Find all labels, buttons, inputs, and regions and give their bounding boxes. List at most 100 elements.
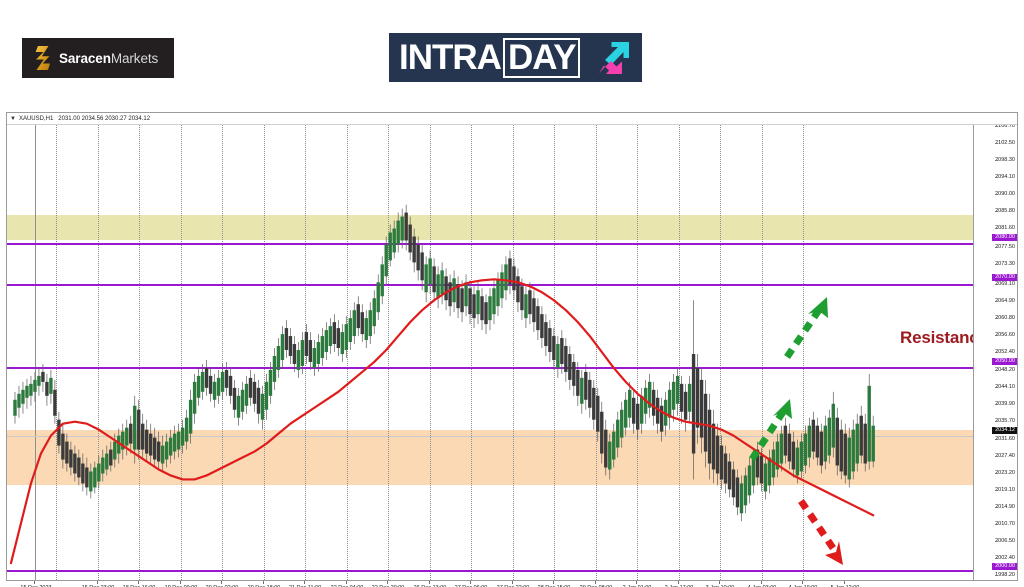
- price-tick: 2023.20: [995, 470, 1015, 476]
- intraday-text-part1: INTRA: [399, 38, 502, 77]
- saracen-markets-logo: SaracenMarkets: [22, 38, 174, 78]
- price-tick: 2027.40: [995, 453, 1015, 459]
- grid-line-vertical: [471, 125, 472, 580]
- time-tick: 20 Dec 18:00: [248, 585, 281, 587]
- time-tick: 29 Dec 08:00: [580, 585, 613, 587]
- resistance-label: Resistance: [900, 328, 973, 347]
- price-tick: 2044.10: [995, 384, 1015, 390]
- time-axis[interactable]: 15 Dec 2023 15 Dec 23:00 18 Dec 16:00 19…: [6, 581, 1018, 587]
- grid-line-vertical: [596, 125, 597, 580]
- price-tick: 2002.40: [995, 555, 1015, 561]
- time-tick-mark: [346, 581, 347, 584]
- current-price-line: [7, 436, 973, 437]
- price-tick: 2056.60: [995, 332, 1015, 338]
- saracen-wordmark: SaracenMarkets: [59, 51, 158, 66]
- time-tick: 19 Dec 09:00: [165, 585, 198, 587]
- grid-line-vertical: [513, 125, 514, 580]
- time-tick: 5 Jan 12:00: [831, 585, 860, 587]
- moving-average-line: [9, 278, 875, 565]
- price-tick: 1998.20: [995, 572, 1015, 578]
- header-banner: SaracenMarkets INTRA DAY: [0, 0, 1024, 110]
- chart-symbol-label: XAUUSD,H1: [18, 115, 54, 122]
- time-tick: 4 Jan 03:00: [748, 585, 777, 587]
- grid-line-vertical: [98, 125, 99, 580]
- time-tick-mark: [470, 581, 471, 584]
- time-tick-mark: [761, 581, 762, 584]
- time-tick: 20 Dec 02:00: [206, 585, 239, 587]
- time-tick: 26 Dec 13:00: [414, 585, 447, 587]
- grid-line-vertical: [347, 125, 348, 580]
- time-tick: 18 Dec 16:00: [123, 585, 156, 587]
- price-tick: 2081.60: [995, 225, 1015, 231]
- time-tick-mark: [429, 581, 430, 584]
- intraday-arrows-icon: [599, 42, 629, 74]
- level-line-2080: [7, 243, 973, 245]
- price-tick: 2085.80: [995, 208, 1015, 214]
- grid-line-vertical: [139, 125, 140, 580]
- intraday-wordmark: INTRA DAY: [399, 37, 580, 78]
- price-tick: 2035.70: [995, 418, 1015, 424]
- level-line-2050: [7, 367, 973, 369]
- price-tick: 2039.90: [995, 401, 1015, 407]
- price-tick: 2060.80: [995, 315, 1015, 321]
- chart-ohlc-values: 2031.00 2034.56 2030.27 2034.12: [58, 115, 151, 122]
- current-price-label: 2034.12: [992, 427, 1017, 434]
- price-tick: 2006.50: [995, 538, 1015, 544]
- time-tick: 27 Dec 06:00: [455, 585, 488, 587]
- price-tick: 2031.60: [995, 436, 1015, 442]
- grid-line-vertical: [720, 125, 721, 580]
- time-tick-mark: [263, 581, 264, 584]
- level-price-label-2080: 2080.00: [992, 234, 1017, 241]
- time-tick-mark: [180, 581, 181, 584]
- price-tick: 2014.90: [995, 504, 1015, 510]
- time-tick: 28 Dec 15:00: [538, 585, 571, 587]
- price-tick: 2048.20: [995, 367, 1015, 373]
- time-tick-mark: [138, 581, 139, 584]
- grid-line-vertical: [264, 125, 265, 580]
- time-tick: 15 Dec 23:00: [82, 585, 115, 587]
- price-tick: 2073.30: [995, 261, 1015, 267]
- time-tick-mark: [844, 581, 845, 584]
- intraday-text-part2: DAY: [502, 37, 580, 78]
- price-tick: 2069.10: [995, 281, 1015, 287]
- grid-line-vertical: [637, 125, 638, 580]
- bearish-arrow: [798, 499, 843, 565]
- time-tick: 21 Dec 11:00: [289, 585, 321, 587]
- grid-line-vertical: [35, 125, 36, 580]
- level-price-label-2050: 2050.00: [992, 358, 1017, 365]
- saracen-bold-text: Saracen: [59, 50, 111, 66]
- time-tick: 4 Jan 19:00: [789, 585, 818, 587]
- time-tick-mark: [387, 581, 388, 584]
- time-tick-mark: [97, 581, 98, 584]
- price-tick: 2010.70: [995, 521, 1015, 527]
- grid-line-vertical: [430, 125, 431, 580]
- time-tick: 22 Dec 04:00: [331, 585, 364, 587]
- level-price-label-2000: 2000.00: [992, 563, 1017, 570]
- time-tick-mark: [553, 581, 554, 584]
- grid-line-vertical: [56, 125, 57, 580]
- chart-plot-area[interactable]: Resistance Support: [7, 125, 973, 580]
- time-tick: 27 Dec 22:00: [497, 585, 530, 587]
- grid-line-vertical: [679, 125, 680, 580]
- grid-line-vertical: [388, 125, 389, 580]
- price-tick: 2077.50: [995, 244, 1015, 250]
- time-tick: 22 Dec 20:00: [372, 585, 405, 587]
- time-tick: 3 Jan 10:00: [706, 585, 735, 587]
- resistance-zone: [7, 215, 973, 240]
- chart-collapse-icon[interactable]: ▼: [10, 115, 16, 122]
- intraday-logo: INTRA DAY: [389, 33, 642, 82]
- price-tick: 2064.90: [995, 298, 1015, 304]
- time-tick-mark: [221, 581, 222, 584]
- price-tick: 2019.10: [995, 487, 1015, 493]
- price-axis[interactable]: 2106.70 2102.50 2098.30 2094.10 2090.00 …: [973, 113, 1017, 580]
- time-tick-mark: [304, 581, 305, 584]
- grid-line-vertical: [222, 125, 223, 580]
- time-tick-mark: [34, 581, 35, 584]
- bullish-arrow-upper: [784, 297, 828, 359]
- price-tick: 2090.00: [995, 191, 1015, 197]
- trading-chart[interactable]: ▼ XAUUSD,H1 2031.00 2034.56 2030.27 2034…: [6, 112, 1018, 581]
- time-tick: 15 Dec 2023: [20, 585, 51, 587]
- grid-line-vertical: [762, 125, 763, 580]
- time-tick-mark: [636, 581, 637, 584]
